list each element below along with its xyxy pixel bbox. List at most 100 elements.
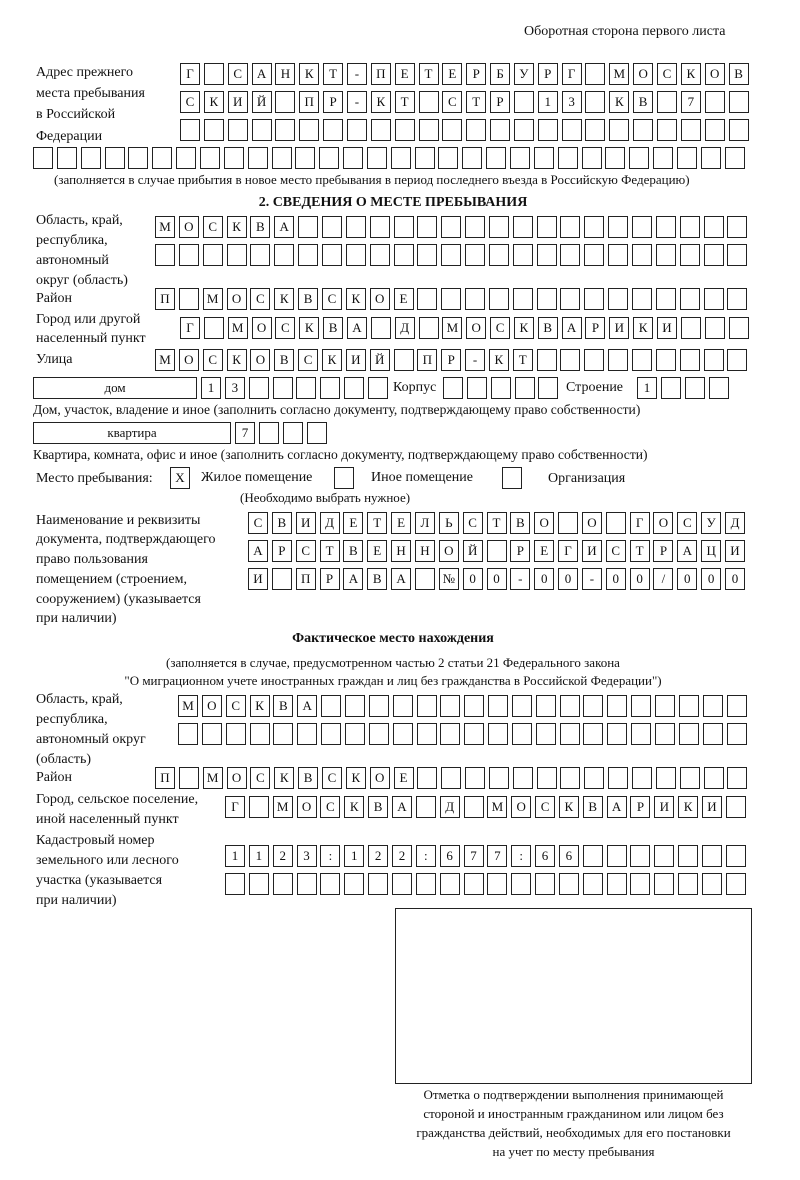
char-cell[interactable]: К	[249, 695, 270, 717]
char-cell[interactable]	[607, 695, 628, 717]
char-cell[interactable]	[583, 723, 604, 745]
char-cell[interactable]	[345, 216, 366, 238]
char-cell[interactable]	[584, 244, 605, 266]
char-cell[interactable]: 7	[680, 91, 701, 113]
char-cell[interactable]: В	[250, 216, 271, 238]
char-cell[interactable]	[321, 723, 342, 745]
char-cell[interactable]	[486, 147, 507, 169]
char-cell[interactable]: С	[321, 288, 342, 310]
char-cell[interactable]	[727, 767, 748, 789]
char-cell[interactable]	[368, 873, 389, 895]
char-cell[interactable]	[486, 540, 507, 562]
char-cell[interactable]: О	[633, 63, 654, 85]
char-cell[interactable]	[512, 288, 533, 310]
char-cell[interactable]	[247, 147, 268, 169]
char-cell[interactable]: 0	[462, 568, 483, 590]
char-cell[interactable]: Р	[490, 91, 511, 113]
char-cell[interactable]: К	[321, 349, 342, 371]
char-cell[interactable]	[581, 147, 602, 169]
char-cell[interactable]: С	[248, 512, 268, 534]
char-cell[interactable]: В	[323, 317, 344, 339]
char-cell[interactable]	[180, 119, 200, 141]
char-cell[interactable]: П	[370, 63, 391, 85]
char-cell[interactable]	[630, 845, 651, 867]
char-cell[interactable]: О	[653, 512, 674, 534]
char-cell[interactable]	[415, 796, 436, 818]
char-cell[interactable]	[560, 349, 581, 371]
char-cell[interactable]: Г	[180, 63, 200, 85]
char-cell[interactable]: О	[226, 288, 247, 310]
char-cell[interactable]	[488, 216, 509, 238]
char-cell[interactable]	[203, 63, 224, 85]
char-cell[interactable]: 0	[534, 568, 555, 590]
char-cell[interactable]: И	[345, 349, 366, 371]
char-cell[interactable]: В	[633, 91, 654, 113]
char-cell[interactable]: И	[248, 568, 268, 590]
char-cell[interactable]: А	[561, 317, 582, 339]
char-cell[interactable]	[366, 147, 387, 169]
char-cell[interactable]: И	[227, 91, 248, 113]
char-cell[interactable]	[727, 244, 748, 266]
char-cell[interactable]: К	[274, 288, 295, 310]
char-cell[interactable]	[438, 147, 459, 169]
char-cell[interactable]: В	[274, 349, 295, 371]
char-cell[interactable]: 6	[535, 845, 556, 867]
char-cell[interactable]	[199, 147, 220, 169]
char-cell[interactable]	[418, 317, 439, 339]
char-cell[interactable]: М	[227, 317, 248, 339]
char-cell[interactable]	[632, 244, 652, 266]
char-cell[interactable]: С	[321, 767, 342, 789]
char-cell[interactable]	[605, 147, 626, 169]
char-cell[interactable]	[488, 695, 509, 717]
char-cell[interactable]	[560, 216, 581, 238]
char-cell[interactable]	[510, 147, 530, 169]
char-cell[interactable]	[679, 288, 700, 310]
char-cell[interactable]: 0	[629, 568, 650, 590]
char-cell[interactable]	[631, 695, 652, 717]
option-other-checkbox[interactable]	[334, 467, 354, 489]
char-cell[interactable]	[393, 216, 414, 238]
char-cell[interactable]: О	[369, 288, 390, 310]
char-cell[interactable]: И	[295, 512, 316, 534]
char-cell[interactable]	[440, 695, 461, 717]
char-cell[interactable]	[725, 796, 746, 818]
char-cell[interactable]	[248, 873, 269, 895]
char-cell[interactable]: 3	[224, 377, 245, 399]
char-cell[interactable]: -	[465, 349, 486, 371]
char-cell[interactable]	[368, 723, 389, 745]
char-cell[interactable]: 2	[391, 845, 412, 867]
char-cell[interactable]	[393, 349, 414, 371]
char-cell[interactable]: В	[343, 540, 364, 562]
char-cell[interactable]	[441, 216, 462, 238]
char-cell[interactable]	[558, 512, 579, 534]
char-cell[interactable]: Е	[367, 540, 388, 562]
char-cell[interactable]: Е	[394, 63, 415, 85]
char-cell[interactable]: №	[438, 568, 459, 590]
char-cell[interactable]: С	[605, 540, 626, 562]
char-cell[interactable]: К	[345, 767, 366, 789]
char-cell[interactable]: М	[178, 695, 198, 717]
char-cell[interactable]	[655, 723, 675, 745]
char-cell[interactable]	[152, 147, 173, 169]
char-cell[interactable]	[582, 845, 603, 867]
char-cell[interactable]: А	[606, 796, 627, 818]
char-cell[interactable]	[703, 244, 724, 266]
char-cell[interactable]	[679, 244, 700, 266]
char-cell[interactable]	[466, 119, 487, 141]
char-cell[interactable]	[703, 288, 724, 310]
char-cell[interactable]	[201, 723, 222, 745]
char-cell[interactable]: А	[391, 796, 412, 818]
char-cell[interactable]	[512, 216, 533, 238]
char-cell[interactable]: /	[653, 568, 674, 590]
char-cell[interactable]: С	[275, 317, 296, 339]
char-cell[interactable]: 0	[701, 568, 722, 590]
char-cell[interactable]	[488, 767, 509, 789]
char-cell[interactable]	[251, 119, 272, 141]
char-cell[interactable]: С	[677, 512, 698, 534]
char-cell[interactable]	[368, 695, 389, 717]
char-cell[interactable]: Л	[414, 512, 435, 534]
char-cell[interactable]	[33, 147, 53, 169]
char-cell[interactable]: О	[296, 796, 317, 818]
char-cell[interactable]	[320, 377, 341, 399]
char-cell[interactable]: Т	[323, 63, 344, 85]
